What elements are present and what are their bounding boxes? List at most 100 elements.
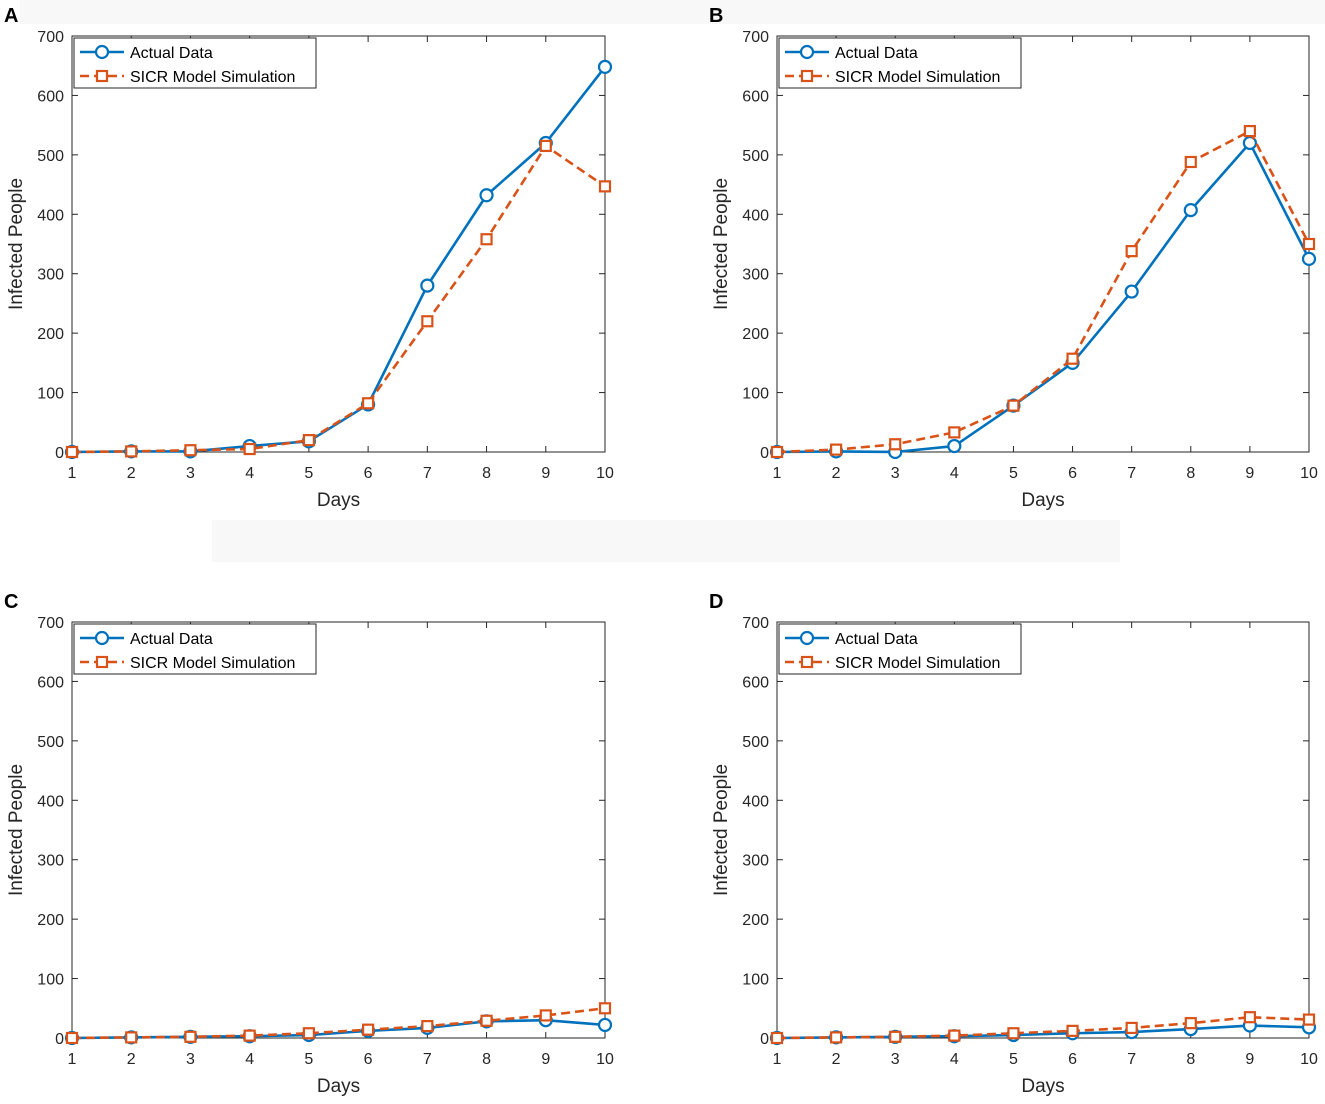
data-point-actual-data: [420, 278, 435, 293]
data-point-actual-data: [1301, 251, 1317, 266]
x-tick-label: 3: [891, 465, 900, 482]
legend-label-sicr-model: SICR Model Simulation: [835, 69, 1000, 86]
x-axis-label: Days: [1021, 490, 1064, 511]
background-band-top: [20, 0, 1325, 24]
y-tick-label: 400: [37, 793, 64, 810]
data-point-sicr-model: [65, 445, 79, 459]
data-point-sicr-model: [598, 180, 612, 193]
data-point-sicr-model: [1184, 1017, 1197, 1030]
data-point-sicr-model: [421, 315, 434, 328]
y-tick-label: 700: [37, 615, 64, 632]
y-tick-label: 200: [742, 912, 769, 929]
x-tick-label: 8: [1186, 465, 1195, 482]
panel-b: 0 100 200 300 400 500 600 700 1 2 3 4 5 6 7 8 9 10 Days Inf…: [709, 5, 1318, 511]
legend-marker: [95, 655, 109, 669]
data-point-sicr-model: [362, 397, 375, 410]
x-tick-label: 1: [773, 465, 782, 482]
data-point-sicr-model: [1302, 237, 1316, 251]
legend-label-sicr-model: SICR Model Simulation: [130, 69, 295, 86]
y-tick-label: 200: [742, 326, 769, 343]
x-tick-label: 4: [245, 465, 254, 482]
y-tick-label: 600: [37, 88, 64, 105]
x-tick-label: 6: [364, 1051, 373, 1068]
data-point-sicr-model: [1007, 399, 1020, 412]
y-tick-label: 0: [760, 445, 769, 462]
x-tick-label: 9: [541, 1051, 550, 1068]
data-point-sicr-model: [598, 1002, 612, 1015]
x-tick-label: 7: [423, 465, 432, 482]
y-tick-label: 600: [37, 674, 64, 691]
x-tick-label: 2: [832, 465, 841, 482]
data-point-sicr-model: [65, 1031, 79, 1045]
data-point-sicr-model: [1125, 1021, 1138, 1034]
x-tick-label: 9: [1245, 1051, 1254, 1068]
legend-label-actual-data: Actual Data: [835, 631, 918, 648]
data-point-sicr-model: [480, 233, 493, 246]
panel-letter: D: [709, 591, 723, 613]
x-tick-label: 2: [127, 465, 136, 482]
y-tick-label: 300: [742, 267, 769, 284]
legend-label-sicr-model: SICR Model Simulation: [130, 655, 295, 672]
data-point-sicr-model: [770, 445, 784, 459]
legend-box: [778, 623, 1022, 675]
data-point-sicr-model: [184, 444, 197, 457]
x-tick-label: 5: [1009, 1051, 1018, 1068]
series-line-sicr-model: [776, 1015, 1310, 1040]
y-tick-label: 400: [37, 207, 64, 224]
x-tick-label: 8: [1186, 1051, 1195, 1068]
data-point-sicr-model: [889, 1030, 902, 1043]
data-point-sicr-model: [1125, 245, 1138, 258]
data-point-actual-data: [597, 1017, 613, 1033]
data-point-sicr-model: [125, 445, 138, 458]
plot-area: [776, 35, 1310, 453]
x-tick-label: 4: [245, 1051, 254, 1068]
legend-marker: [800, 69, 814, 83]
data-point-sicr-model: [243, 442, 256, 456]
y-tick-label: 700: [742, 29, 769, 46]
panel-d: 0 100 200 300 400 500 600 700 1 2 3 4 5 6 7 8 9 10 Days Inf…: [709, 591, 1318, 1097]
x-tick-label: 10: [596, 1051, 614, 1068]
x-tick-label: 4: [950, 1051, 959, 1068]
data-point-actual-data: [1124, 284, 1139, 299]
background-band-middle: [212, 520, 1120, 562]
x-tick-label: 4: [950, 465, 959, 482]
data-point-sicr-model: [1243, 1011, 1256, 1024]
y-tick-label: 0: [760, 1031, 769, 1048]
data-point-sicr-model: [125, 1031, 138, 1044]
data-point-sicr-model: [1066, 1024, 1079, 1037]
y-tick-label: 0: [55, 445, 64, 462]
legend-marker: [94, 630, 110, 646]
x-tick-label: 3: [186, 1051, 195, 1068]
data-point-sicr-model: [362, 1023, 375, 1036]
x-axis-label: Days: [317, 1076, 360, 1097]
panel-c: 0 100 200 300 400 500 600 700 1 2 3 4 5 6 7 8 9 10 Days Inf…: [4, 591, 614, 1097]
x-tick-label: 3: [891, 1051, 900, 1068]
x-tick-label: 5: [304, 1051, 313, 1068]
y-tick-label: 600: [742, 674, 769, 691]
y-tick-label: 500: [37, 148, 64, 165]
x-tick-label: 9: [1245, 465, 1254, 482]
x-axis-label: Days: [1021, 1076, 1064, 1097]
x-tick-label: 1: [68, 1051, 77, 1068]
y-tick-label: 300: [37, 853, 64, 870]
x-tick-label: 7: [1127, 1051, 1136, 1068]
legend-box: [73, 623, 317, 675]
data-point-actual-data: [479, 188, 494, 203]
series-line-actual-data: [776, 141, 1311, 454]
x-tick-label: 5: [304, 465, 313, 482]
x-tick-label: 6: [364, 465, 373, 482]
legend-label-actual-data: Actual Data: [835, 45, 918, 62]
data-point-sicr-model: [948, 1029, 961, 1042]
y-tick-label: 500: [742, 148, 769, 165]
series-line-sicr-model: [71, 1006, 606, 1040]
plot-area: [71, 35, 606, 453]
y-tick-label: 400: [742, 207, 769, 224]
y-axis-label: Infected People: [6, 178, 27, 310]
y-tick-label: 200: [37, 912, 64, 929]
x-tick-label: 10: [1300, 465, 1318, 482]
x-tick-label: 7: [1127, 465, 1136, 482]
y-tick-label: 700: [37, 29, 64, 46]
legend-label-sicr-model: SICR Model Simulation: [835, 655, 1000, 672]
x-axis-label: Days: [317, 490, 360, 511]
x-tick-label: 3: [186, 465, 195, 482]
